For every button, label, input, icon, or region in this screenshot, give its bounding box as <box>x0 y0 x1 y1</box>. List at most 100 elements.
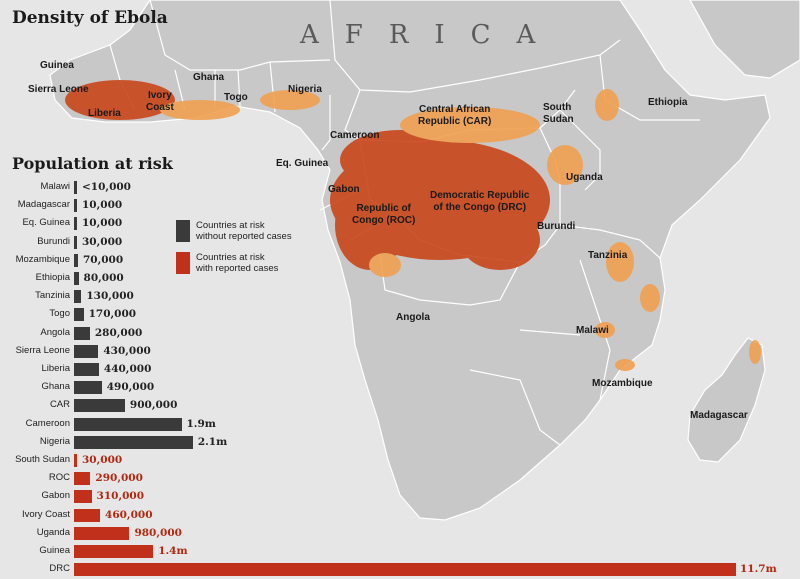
bar-value-label: 980,000 <box>134 526 182 539</box>
bar-row: South Sudan 30,000 <box>0 453 800 467</box>
bar-country-label: Angola <box>40 326 70 338</box>
legend-swatch-red <box>176 252 190 274</box>
bar <box>74 563 736 577</box>
label-togo: Togo <box>224 92 248 103</box>
bar-country-label: Togo <box>49 308 70 320</box>
label-gabon: Gabon <box>328 184 360 195</box>
bar-country-label: Mozambique <box>15 253 70 265</box>
bar <box>74 217 77 231</box>
bar <box>74 399 125 413</box>
bar-value-label: 30,000 <box>82 454 123 466</box>
bar-value-label: 70,000 <box>82 253 124 266</box>
bar-row: Cameroon 1.9m <box>0 417 800 431</box>
bar-country-label: Nigeria <box>39 435 70 447</box>
label-tanzania: Tanzinia <box>588 250 628 261</box>
africa-landmass <box>49 0 771 521</box>
bar-row: DRC 11.7m <box>0 562 800 577</box>
bar-country-label: Malawi <box>40 181 70 192</box>
bar-country-label: Ethiopia <box>35 272 70 283</box>
bar <box>74 199 77 213</box>
bar-value-label: 490,000 <box>106 381 155 394</box>
bar-value-label: 10,000 <box>82 217 123 230</box>
legend-swatch-dark <box>176 220 190 242</box>
population-title: Population at risk <box>12 154 173 173</box>
legend-without-cases: Countries at risk without reported cases <box>176 220 292 242</box>
bar-country-label: DRC <box>49 563 70 575</box>
ebola-density <box>65 80 761 371</box>
bar-country-label: Guinea <box>39 545 70 556</box>
bar <box>74 290 82 304</box>
bar-value-label: 2.1m <box>197 435 228 448</box>
madagascar-landmass <box>687 337 766 463</box>
bar <box>74 326 90 340</box>
bar-value-label: 280,000 <box>94 326 143 339</box>
bar <box>74 417 182 431</box>
bar <box>74 508 101 522</box>
label-malawi: Malawi <box>576 325 609 336</box>
bar-row: Togo 170,000 <box>0 307 800 322</box>
bar-row: Angola 280,000 <box>0 326 800 340</box>
arabia-landmass <box>689 0 800 79</box>
bar-country-label: Uganda <box>36 526 70 538</box>
bar <box>74 363 99 376</box>
bar-value-label: 900,000 <box>129 399 178 412</box>
label-cameroon: Cameroon <box>330 130 380 141</box>
bar <box>74 381 102 395</box>
label-nigeria: Nigeria <box>288 84 322 95</box>
bar-row: Eq. Guinea 10,000 <box>0 216 800 231</box>
bar <box>74 253 78 267</box>
bar-value-label: 30,000 <box>82 235 123 248</box>
bar-row: Nigeria 2.1m <box>0 435 800 449</box>
legend-label-without-cases: Countries at risk without reported cases <box>196 220 292 242</box>
bar-value-label: 130,000 <box>86 290 134 303</box>
bar-country-label: Liberia <box>41 363 70 374</box>
bar-row: Malawi <10,000 <box>0 180 800 194</box>
bar-country-label: Sierra Leone <box>15 344 70 356</box>
bar <box>74 344 99 358</box>
legend-label-with-cases: Countries at risk with reported cases <box>196 252 279 274</box>
bar-row: Ethiopia 80,000 <box>0 271 800 285</box>
bar-value-label: 430,000 <box>103 344 151 357</box>
bar-value-label: 170,000 <box>88 308 137 321</box>
bar-row: Gabon 310,000 <box>0 489 800 504</box>
bar-country-label: ROC <box>48 472 70 484</box>
bar-value-label: 460,000 <box>105 508 153 521</box>
bar-value-label: <10,000 <box>82 181 131 193</box>
bar-country-label: Ghana <box>41 381 70 393</box>
map-title: Density of Ebola <box>12 8 168 28</box>
label-guinea: Guinea <box>40 60 74 71</box>
bar-row: Madagascar 10,000 <box>0 198 800 213</box>
continent-label: AFRICA <box>300 20 562 50</box>
label-ivory-coast: Ivory Coast <box>146 90 174 113</box>
label-mozambique: Mozambique <box>592 378 653 389</box>
bar-country-label: Ivory Coast <box>21 508 70 520</box>
bar-value-label: 440,000 <box>103 363 152 375</box>
bar-row: Sierra Leone 430,000 <box>0 344 800 358</box>
label-uganda: Uganda <box>566 172 603 183</box>
bar-row: ROC 290,000 <box>0 471 800 486</box>
bar <box>74 545 154 558</box>
bar-row: Ivory Coast 460,000 <box>0 508 800 522</box>
bar-country-label: Tanzinia <box>35 290 70 302</box>
bar-row: Burundi 30,000 <box>0 235 800 249</box>
bar <box>74 181 77 194</box>
label-sierra-leone: Sierra Leone <box>28 84 89 95</box>
bar <box>74 308 84 322</box>
bar <box>74 435 193 449</box>
bar-value-label: 80,000 <box>83 272 124 284</box>
bar-value-label: 290,000 <box>95 472 143 485</box>
bar <box>74 472 91 486</box>
bar-row: Liberia 440,000 <box>0 362 800 376</box>
label-ghana: Ghana <box>193 72 225 83</box>
bar-country-label: Eq. Guinea <box>22 217 70 229</box>
bar-value-label: 11.7m <box>740 563 777 576</box>
bar <box>74 454 77 467</box>
bar-value-label: 1.4m <box>158 545 188 557</box>
bar-country-label: Madagascar <box>17 199 70 211</box>
label-liberia: Liberia <box>88 108 121 119</box>
label-south-sudan: South Sudan <box>543 102 574 125</box>
bar-value-label: 310,000 <box>96 490 145 503</box>
bar <box>74 272 79 285</box>
label-madagascar: Madagascar <box>690 410 748 421</box>
